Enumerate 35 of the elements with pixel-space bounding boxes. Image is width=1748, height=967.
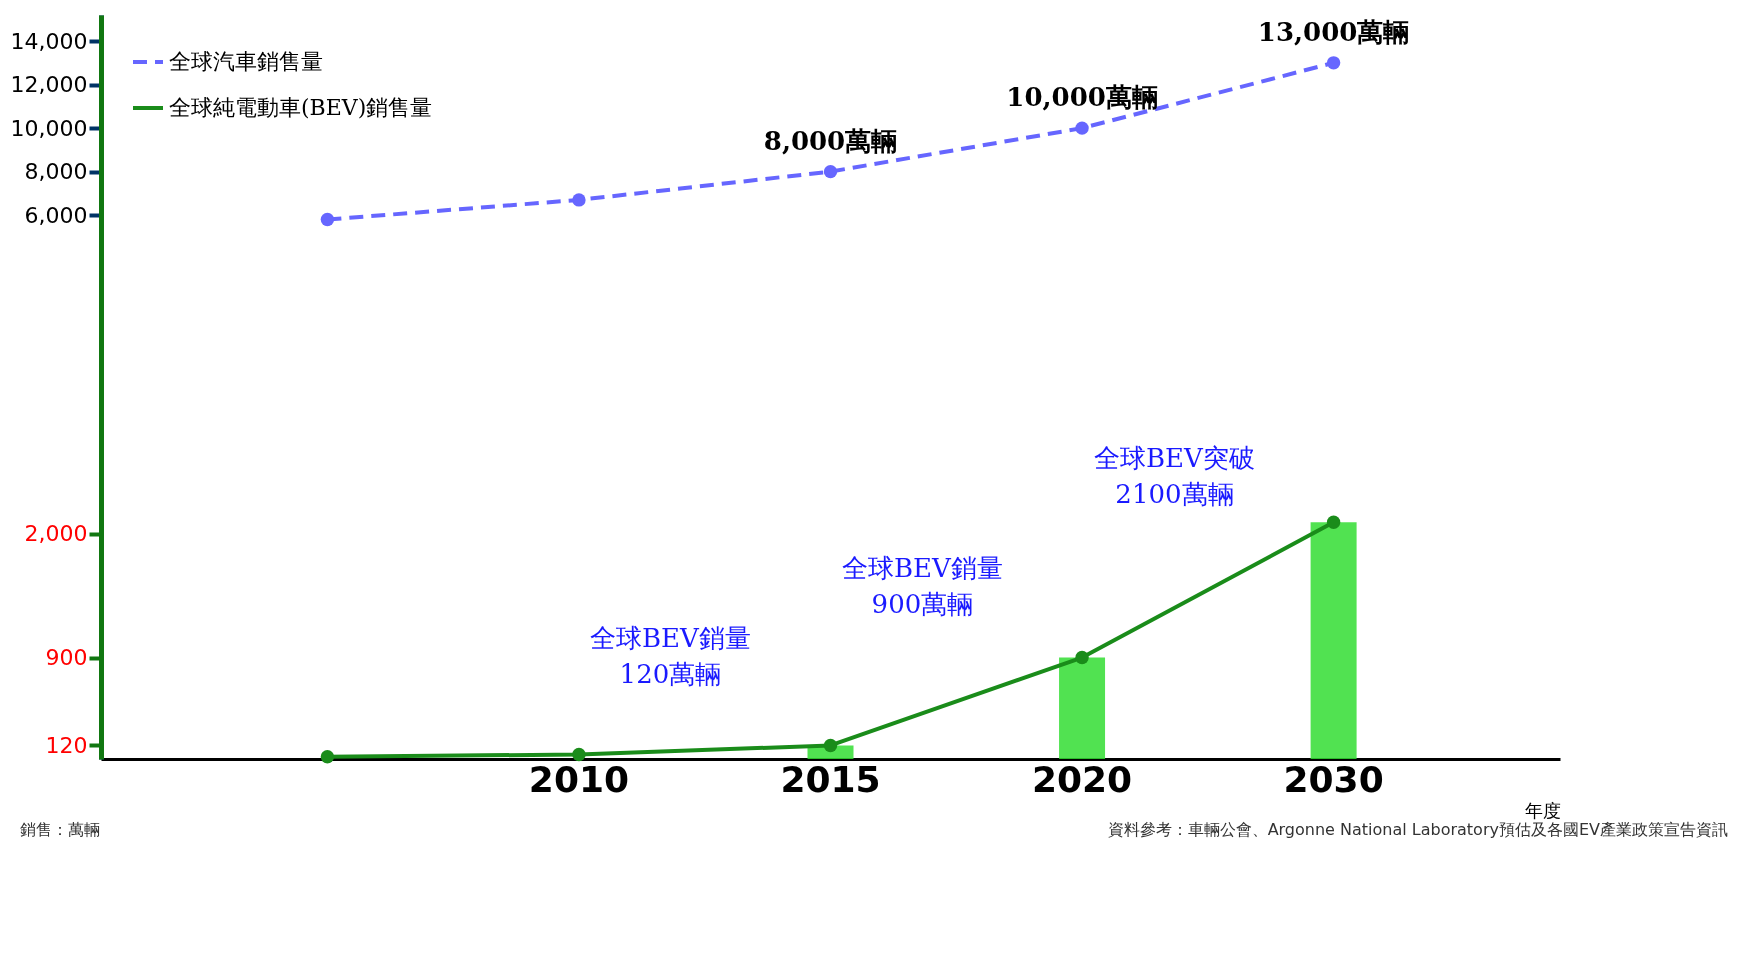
point [1326,515,1341,529]
y-tick-label: 8,000 [24,159,88,185]
y-tick-label: 14,000 [10,28,88,54]
legend-label: 全球純電動車(BEV)銷售量 [169,95,433,120]
bar [1059,657,1106,759]
point [572,193,586,207]
y2-tick-label: 2,000 [24,521,88,547]
y2-tick-label: 900 [45,645,88,671]
point [572,747,586,762]
bar [1310,522,1357,759]
y2-tick-label: 120 [45,732,88,758]
data-label: 8,000萬輛 [763,125,898,156]
x-tick-label: 2010 [528,758,630,800]
point [823,164,838,179]
point [320,750,335,764]
point [320,212,335,227]
point [823,738,838,753]
x-tick-label: 2030 [1283,758,1384,800]
legend-label: 全球汽車銷售量 [169,49,323,74]
annotation: 全球BEV突破 2100萬輛 [1094,442,1255,511]
y-tick-label: 12,000 [10,72,88,98]
x-axis-title: 年度 [1524,799,1561,821]
y-tick-label: 6,000 [24,202,88,228]
annotation: 全球BEV銷量 900萬輛 [842,552,1003,621]
x-tick-label: 2015 [780,758,881,800]
text: 資料參考：車輛公會、Argonne National Laboratory預估及各國EV產業政策宣告資訊 [1107,820,1728,841]
point [1326,56,1341,70]
data-label: 10,000萬輛 [1006,82,1158,113]
data-label: 13,000萬輛 [1257,16,1410,47]
y-tick-label: 10,000 [10,115,88,141]
point [1075,121,1089,135]
text: 銷售：萬輛 [20,820,100,841]
annotation: 全球BEV銷量 120萬輛 [590,622,751,691]
point [1075,650,1089,665]
x-tick-label: 2020 [1031,758,1133,800]
